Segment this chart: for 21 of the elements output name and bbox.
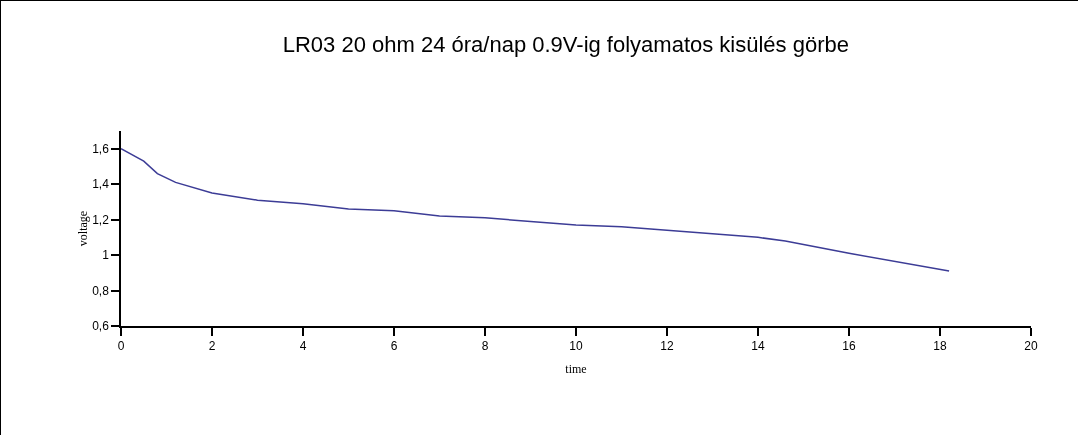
line-series bbox=[121, 147, 950, 272]
x-axis-title: time bbox=[565, 361, 587, 376]
x-tick-label: 2 bbox=[208, 339, 216, 354]
y-tick-label: 0,6 bbox=[92, 319, 110, 334]
y-tick-label: 1 bbox=[102, 248, 110, 263]
x-tick-label: 16 bbox=[842, 339, 856, 354]
y-tick-label: 1,6 bbox=[92, 141, 110, 156]
x-tick-label: 6 bbox=[390, 339, 398, 354]
x-tick-label: 12 bbox=[660, 339, 674, 354]
x-tick-label: 4 bbox=[299, 339, 307, 354]
chart-title: LR03 20 ohm 24 óra/nap 0.9V-ig folyamatos kisülés görbe bbox=[282, 32, 849, 58]
y-tick-label: 1,4 bbox=[92, 177, 110, 192]
y-tick-label: 1,2 bbox=[92, 212, 110, 227]
x-tick-label: 18 bbox=[933, 339, 947, 354]
y-axis-title: voltage bbox=[75, 210, 90, 247]
x-tick-label: 0 bbox=[117, 339, 125, 354]
x-tick-label: 8 bbox=[481, 339, 489, 354]
x-tick-label: 14 bbox=[751, 339, 765, 354]
x-tick-label: 10 bbox=[569, 339, 583, 354]
x-tick-label: 20 bbox=[1024, 339, 1038, 354]
y-tick-label: 0,8 bbox=[92, 283, 110, 298]
